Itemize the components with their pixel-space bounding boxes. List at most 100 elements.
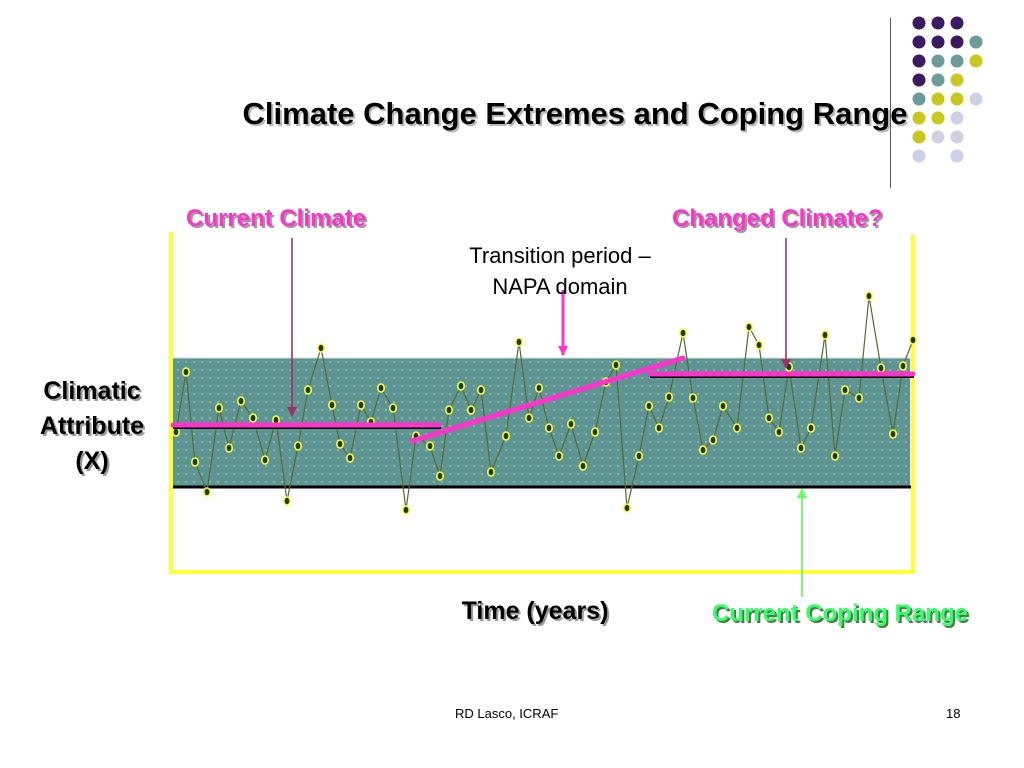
divider-line — [890, 18, 891, 188]
climate-series-markers — [172, 291, 917, 515]
series-marker — [622, 503, 631, 513]
series-marker — [293, 441, 302, 451]
series-marker — [388, 403, 397, 413]
slide-title: Climate Change Extremes and Coping Range — [242, 96, 908, 131]
decor-dot — [931, 111, 945, 125]
series-marker — [566, 419, 575, 429]
series-marker — [435, 471, 444, 481]
decor-dot — [931, 16, 945, 30]
changed-climate-label: Changed Climate? — [672, 205, 883, 232]
series-marker — [486, 467, 495, 477]
current-climate-label: Current Climate — [186, 205, 367, 232]
series-marker — [260, 455, 269, 465]
decor-dot — [931, 54, 945, 68]
series-marker — [898, 361, 907, 371]
series-marker — [764, 413, 773, 423]
series-marker — [888, 429, 897, 439]
decor-dot — [950, 35, 964, 49]
series-marker — [524, 413, 533, 423]
series-marker — [316, 343, 325, 353]
series-marker — [356, 400, 365, 410]
series-marker — [544, 423, 553, 433]
series-marker — [345, 453, 354, 463]
decor-dot — [950, 111, 964, 125]
y-label-line1: Climatic — [43, 377, 141, 405]
series-marker — [466, 405, 475, 415]
current-coping-range-label: Current Coping Range — [712, 600, 968, 627]
series-marker — [820, 330, 829, 340]
series-marker — [840, 385, 849, 395]
decor-dot — [950, 73, 964, 87]
y-label-line2: Attribute — [39, 412, 145, 440]
series-marker — [634, 451, 643, 461]
series-marker — [590, 427, 599, 437]
series-marker — [611, 360, 620, 370]
decorative-dot-grid — [912, 16, 983, 163]
decor-dot — [912, 35, 926, 49]
series-marker — [664, 392, 673, 402]
series-marker — [376, 383, 385, 393]
series-marker — [774, 427, 783, 437]
series-marker — [282, 496, 291, 506]
series-marker — [806, 423, 815, 433]
decor-dot — [969, 54, 983, 68]
series-marker — [732, 423, 741, 433]
decor-dot — [912, 16, 926, 30]
series-marker — [718, 401, 727, 411]
series-marker — [456, 381, 465, 391]
series-marker — [534, 383, 543, 393]
decor-dot — [950, 92, 964, 106]
series-marker — [327, 400, 336, 410]
series-marker — [908, 335, 917, 345]
series-marker — [578, 461, 587, 471]
series-marker — [237, 396, 246, 406]
decor-dot — [912, 111, 926, 125]
series-marker — [335, 439, 344, 449]
chart-frame — [169, 232, 915, 574]
transition-label-line2: NAPA domain — [492, 274, 628, 299]
series-marker — [654, 423, 663, 433]
series-marker — [425, 441, 434, 451]
decor-dot — [969, 35, 983, 49]
series-marker — [303, 385, 312, 395]
series-marker — [876, 363, 885, 373]
transition-mean-line — [409, 355, 686, 444]
series-marker — [708, 435, 717, 445]
series-marker — [501, 431, 510, 441]
series-marker — [182, 367, 191, 377]
decor-dot — [931, 92, 945, 106]
annotation-arrows — [287, 238, 807, 597]
decor-dot — [931, 73, 945, 87]
decor-dot — [950, 54, 964, 68]
series-marker — [172, 427, 181, 437]
decor-dot — [931, 35, 945, 49]
series-marker — [744, 322, 753, 332]
series-marker — [796, 443, 805, 453]
footer-source: RD Lasco, ICRAF — [455, 706, 559, 721]
decor-dot — [912, 130, 926, 144]
climatic-attribute-label: Climatic Attribute (X) — [28, 374, 156, 479]
series-marker — [830, 451, 839, 461]
transition-period-label: Transition period – NAPA domain — [420, 240, 700, 302]
page-number: 18 — [946, 706, 961, 721]
series-marker — [514, 337, 523, 347]
decor-dot — [950, 130, 964, 144]
series-marker — [203, 487, 212, 497]
decor-dot — [950, 16, 964, 30]
series-marker — [554, 451, 563, 461]
series-marker — [401, 505, 410, 515]
series-marker — [678, 328, 687, 338]
decor-dot — [950, 149, 964, 163]
series-marker — [864, 291, 873, 301]
series-marker — [688, 393, 697, 403]
series-marker — [215, 403, 224, 413]
time-axis-label: Time (years) — [461, 597, 609, 625]
series-marker — [249, 413, 258, 423]
y-label-line3: (X) — [75, 447, 109, 475]
series-marker — [444, 405, 453, 415]
decor-dot — [912, 73, 926, 87]
series-marker — [476, 385, 485, 395]
series-marker — [644, 401, 653, 411]
decor-dot — [969, 92, 983, 106]
